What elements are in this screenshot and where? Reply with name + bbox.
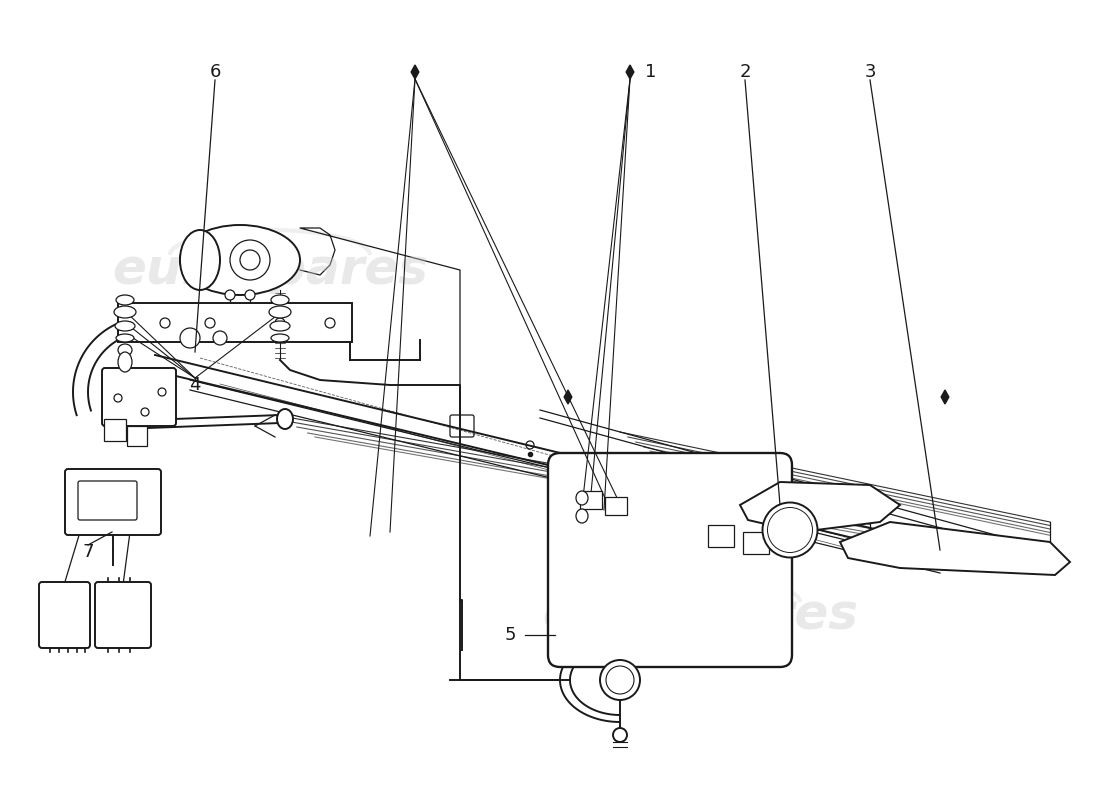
FancyBboxPatch shape (102, 368, 176, 426)
Polygon shape (626, 65, 634, 79)
Text: 4: 4 (189, 376, 200, 394)
FancyBboxPatch shape (104, 419, 126, 441)
Ellipse shape (576, 491, 588, 505)
Circle shape (114, 394, 122, 402)
Circle shape (526, 441, 534, 449)
Text: 7: 7 (82, 543, 94, 561)
Ellipse shape (118, 344, 132, 356)
Polygon shape (840, 522, 1070, 575)
Ellipse shape (762, 502, 817, 558)
Ellipse shape (118, 352, 132, 372)
FancyBboxPatch shape (126, 426, 147, 446)
Ellipse shape (271, 334, 289, 342)
Polygon shape (564, 390, 572, 404)
Circle shape (141, 408, 149, 416)
FancyBboxPatch shape (78, 481, 138, 520)
Ellipse shape (180, 230, 220, 290)
Ellipse shape (180, 225, 300, 295)
Circle shape (226, 290, 235, 300)
Ellipse shape (114, 306, 136, 318)
FancyBboxPatch shape (580, 491, 602, 509)
FancyBboxPatch shape (95, 582, 151, 648)
Circle shape (205, 318, 214, 328)
Circle shape (230, 240, 270, 280)
FancyBboxPatch shape (742, 532, 769, 554)
Ellipse shape (277, 409, 293, 429)
Circle shape (245, 290, 255, 300)
Polygon shape (411, 65, 419, 79)
Polygon shape (740, 482, 900, 532)
Text: 1: 1 (645, 63, 657, 81)
FancyBboxPatch shape (605, 497, 627, 515)
Ellipse shape (270, 321, 290, 331)
Ellipse shape (600, 660, 640, 700)
Ellipse shape (270, 306, 292, 318)
Text: 2: 2 (739, 63, 750, 81)
Polygon shape (942, 390, 949, 404)
FancyBboxPatch shape (708, 525, 734, 547)
Ellipse shape (271, 295, 289, 305)
FancyBboxPatch shape (65, 469, 161, 535)
Ellipse shape (116, 295, 134, 305)
Circle shape (180, 328, 200, 348)
Text: 3: 3 (865, 63, 876, 81)
Circle shape (158, 388, 166, 396)
Circle shape (240, 250, 260, 270)
Ellipse shape (768, 507, 813, 553)
FancyBboxPatch shape (118, 303, 352, 342)
FancyBboxPatch shape (548, 453, 792, 667)
Circle shape (213, 331, 227, 345)
FancyBboxPatch shape (450, 415, 474, 437)
FancyBboxPatch shape (39, 582, 90, 648)
Ellipse shape (116, 321, 135, 331)
Circle shape (736, 453, 744, 461)
Ellipse shape (576, 509, 588, 523)
Circle shape (324, 318, 336, 328)
Text: eurospares: eurospares (112, 246, 428, 294)
Text: eurospares: eurospares (542, 591, 858, 639)
Text: 5: 5 (504, 626, 516, 644)
Circle shape (275, 318, 285, 328)
Circle shape (160, 318, 170, 328)
Text: 6: 6 (209, 63, 221, 81)
Ellipse shape (606, 666, 634, 694)
Ellipse shape (116, 334, 134, 342)
Ellipse shape (613, 728, 627, 742)
